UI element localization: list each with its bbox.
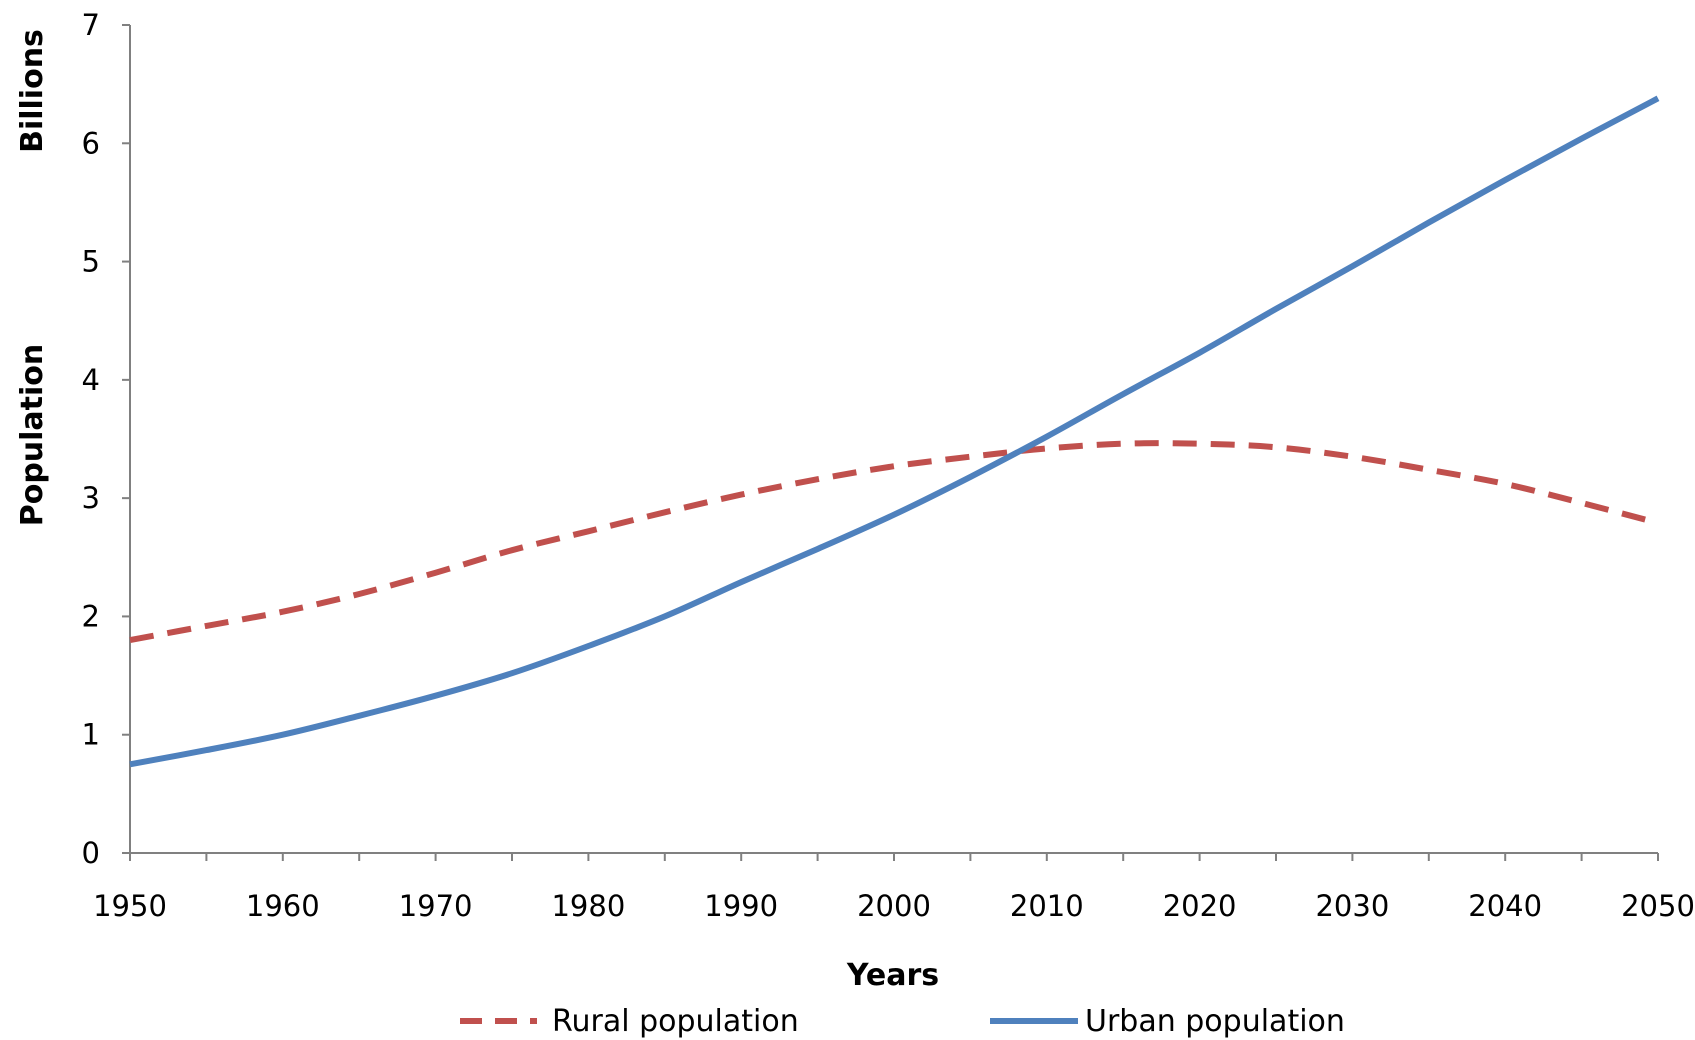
y-tick-label: 2 — [82, 599, 100, 633]
legend-item-urban: Urban population — [990, 1004, 1345, 1039]
legend-label-rural: Rural population — [552, 1004, 799, 1039]
series-line-rural — [129, 440, 1659, 644]
x-tick-label: 2050 — [1621, 889, 1695, 923]
legend: Rural population Urban population — [460, 1004, 1345, 1039]
x-tick-label: 1990 — [704, 889, 778, 923]
y-axis: 0 1 2 3 4 5 6 7 — [82, 8, 131, 870]
x-axis-title: Years — [846, 958, 939, 993]
series-layer — [129, 95, 1660, 768]
y-axis-unit-label: Billions — [15, 29, 50, 153]
x-tick-label: 1970 — [399, 889, 473, 923]
y-tick-label: 7 — [82, 8, 100, 42]
y-tick-label: 6 — [82, 126, 100, 160]
legend-item-rural: Rural population — [460, 1004, 799, 1039]
x-tick-label: 2020 — [1163, 889, 1237, 923]
x-tick-label: 1980 — [551, 889, 625, 923]
y-tick-label: 4 — [82, 363, 100, 397]
y-tick-label: 1 — [82, 718, 100, 752]
x-tick-label: 1950 — [93, 889, 167, 923]
y-tick-label: 0 — [82, 836, 100, 870]
y-tick-label: 5 — [82, 245, 100, 279]
legend-label-urban: Urban population — [1085, 1004, 1345, 1039]
x-tick-label: 2030 — [1315, 889, 1389, 923]
x-tick-label: 2040 — [1468, 889, 1542, 923]
x-tick-label: 2010 — [1010, 889, 1084, 923]
y-axis-title: Population — [15, 344, 50, 527]
series-line-urban — [129, 95, 1660, 768]
x-tick-label: 2000 — [857, 889, 931, 923]
y-tick-label: 3 — [82, 481, 100, 515]
x-axis: 1950 1960 1970 1980 1990 2000 2010 2020 2030 2040… — [93, 852, 1695, 923]
x-tick-label: 1960 — [246, 889, 320, 923]
